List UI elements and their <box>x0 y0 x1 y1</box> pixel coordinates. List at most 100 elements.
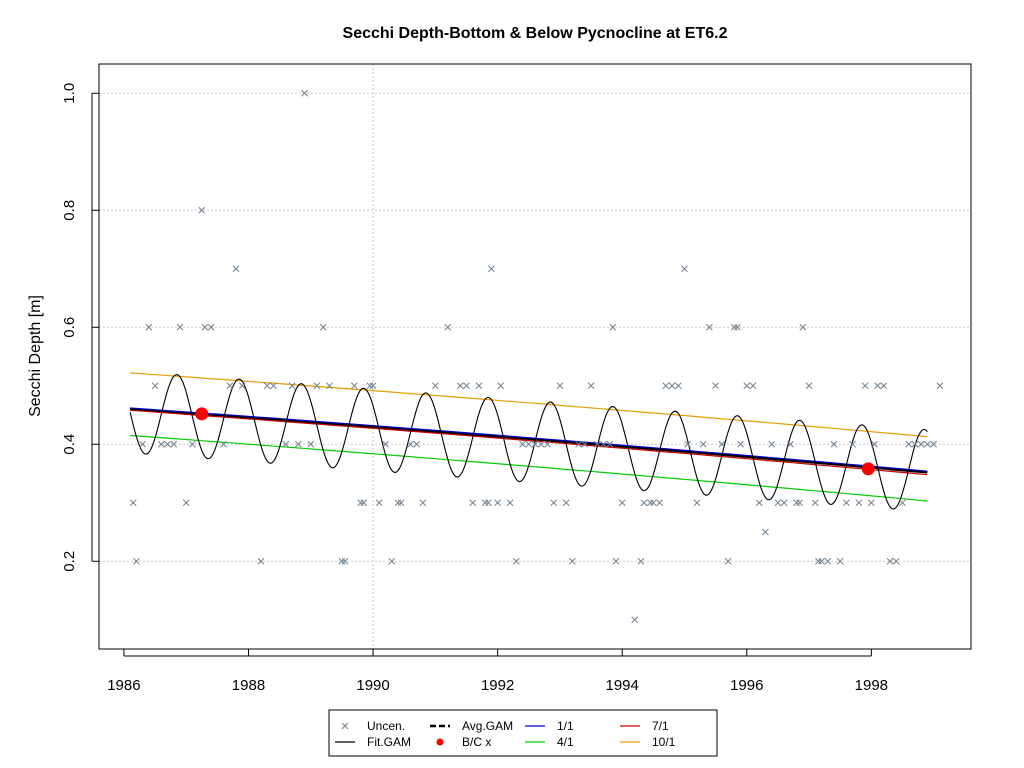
bc-point <box>195 407 209 421</box>
data-point <box>924 440 931 448</box>
data-point <box>413 440 421 448</box>
data-point <box>911 440 919 448</box>
data-point <box>270 382 277 390</box>
data-point <box>843 499 850 507</box>
data-point <box>656 499 663 507</box>
data-point <box>886 557 894 565</box>
data-point <box>176 323 184 331</box>
data-point <box>874 382 881 390</box>
data-point <box>699 440 707 448</box>
data-point <box>164 440 171 448</box>
data-point <box>640 499 648 507</box>
data-point <box>170 440 178 448</box>
bc-points <box>195 407 875 476</box>
data-point <box>600 440 607 448</box>
data-point <box>892 557 900 565</box>
data-point <box>157 440 165 448</box>
data-point <box>646 499 654 507</box>
data-point <box>497 382 505 390</box>
data-point <box>351 382 358 390</box>
data-point <box>681 265 688 273</box>
data-point <box>668 382 676 390</box>
data-point <box>936 382 944 390</box>
data-point <box>693 499 701 507</box>
y-tick-label: 0.2 <box>61 551 78 572</box>
data-point <box>718 440 726 448</box>
data-point <box>899 499 906 507</box>
data-point <box>133 557 140 565</box>
data-point <box>263 382 271 390</box>
data-point <box>469 499 477 507</box>
data-point <box>506 499 514 507</box>
legend-box <box>328 709 718 757</box>
data-point <box>326 382 333 390</box>
data-point <box>768 440 776 448</box>
legend-symbol-Uncen <box>341 722 349 730</box>
x-axis: 1986 1988 1990 1992 1994 1996 1998 <box>107 648 888 694</box>
data-point <box>712 382 719 390</box>
legend-label-11: 1/1 <box>557 719 574 733</box>
data-point <box>375 499 383 507</box>
data-point <box>319 323 327 331</box>
data-point <box>637 557 645 565</box>
data-point <box>569 557 576 565</box>
data-point <box>238 382 246 390</box>
data-point <box>780 499 788 507</box>
x-tick-label: 1990 <box>356 677 389 694</box>
data-point <box>226 382 234 390</box>
data-point <box>341 557 349 565</box>
data-point <box>674 382 682 390</box>
y-tick-label: 0.4 <box>61 434 78 455</box>
data-point <box>917 440 925 448</box>
data-point <box>382 440 389 448</box>
legend-label-AvgGAM: Avg.GAM <box>462 719 513 733</box>
data-point <box>463 382 470 390</box>
data-point <box>338 557 346 565</box>
data-point <box>394 499 402 507</box>
x-tick-label: 1992 <box>481 677 514 694</box>
data-point <box>484 499 492 507</box>
data-point <box>787 440 794 448</box>
data-point <box>818 557 825 565</box>
data-point <box>730 323 738 331</box>
legend-label-41: 4/1 <box>557 735 574 749</box>
data-point <box>762 528 769 536</box>
data-point <box>830 440 838 448</box>
data-point <box>531 440 539 448</box>
data-point <box>556 382 564 390</box>
data-point <box>824 557 832 565</box>
data-point <box>388 557 396 565</box>
data-point <box>189 440 196 448</box>
x-tick-label: 1994 <box>606 677 639 694</box>
data-point <box>488 265 495 273</box>
trend-line-11 <box>130 407 928 472</box>
trend-line-71 <box>130 409 928 476</box>
data-point <box>313 382 321 390</box>
data-point <box>796 499 804 507</box>
data-point <box>930 440 937 448</box>
data-point <box>836 557 844 565</box>
data-point <box>198 206 206 214</box>
data-point <box>444 323 452 331</box>
data-point <box>282 440 290 448</box>
fit-gam-line <box>129 374 928 510</box>
data-point <box>734 323 741 331</box>
data-point <box>494 499 501 507</box>
data-point <box>587 382 595 390</box>
data-point <box>905 440 913 448</box>
x-tick-label: 1988 <box>232 677 265 694</box>
data-point <box>407 440 414 448</box>
legend-label-71: 7/1 <box>652 719 669 733</box>
data-point <box>525 440 533 448</box>
data-point <box>301 89 308 97</box>
x-tick-label: 1996 <box>730 677 763 694</box>
data-point <box>512 557 520 565</box>
x-tick-label: 1986 <box>107 677 140 694</box>
y-tick-label: 0.6 <box>61 317 78 338</box>
x-tick-label: 1998 <box>855 677 888 694</box>
data-point <box>151 382 159 390</box>
y-tick-label: 0.8 <box>61 200 78 221</box>
data-point <box>369 382 377 390</box>
data-point <box>182 499 190 507</box>
